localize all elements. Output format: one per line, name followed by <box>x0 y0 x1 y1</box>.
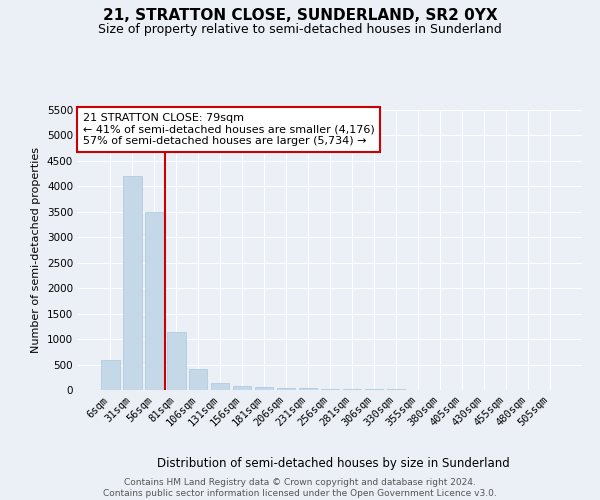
Bar <box>123 176 142 390</box>
Y-axis label: Number of semi-detached properties: Number of semi-detached properties <box>31 147 41 353</box>
Bar <box>299 388 317 390</box>
Text: Distribution of semi-detached houses by size in Sunderland: Distribution of semi-detached houses by … <box>157 458 509 470</box>
Bar <box>101 360 119 390</box>
Bar <box>145 212 164 390</box>
Bar <box>255 388 274 390</box>
Bar <box>189 368 208 390</box>
Bar <box>233 386 251 390</box>
Text: 21, STRATTON CLOSE, SUNDERLAND, SR2 0YX: 21, STRATTON CLOSE, SUNDERLAND, SR2 0YX <box>103 8 497 22</box>
Text: Contains HM Land Registry data © Crown copyright and database right 2024.
Contai: Contains HM Land Registry data © Crown c… <box>103 478 497 498</box>
Bar <box>167 332 185 390</box>
Bar <box>320 388 340 390</box>
Text: Size of property relative to semi-detached houses in Sunderland: Size of property relative to semi-detach… <box>98 22 502 36</box>
Text: 21 STRATTON CLOSE: 79sqm
← 41% of semi-detached houses are smaller (4,176)
57% o: 21 STRATTON CLOSE: 79sqm ← 41% of semi-d… <box>83 113 375 146</box>
Bar <box>365 389 383 390</box>
Bar <box>277 388 295 390</box>
Bar <box>343 389 361 390</box>
Bar <box>211 384 229 390</box>
